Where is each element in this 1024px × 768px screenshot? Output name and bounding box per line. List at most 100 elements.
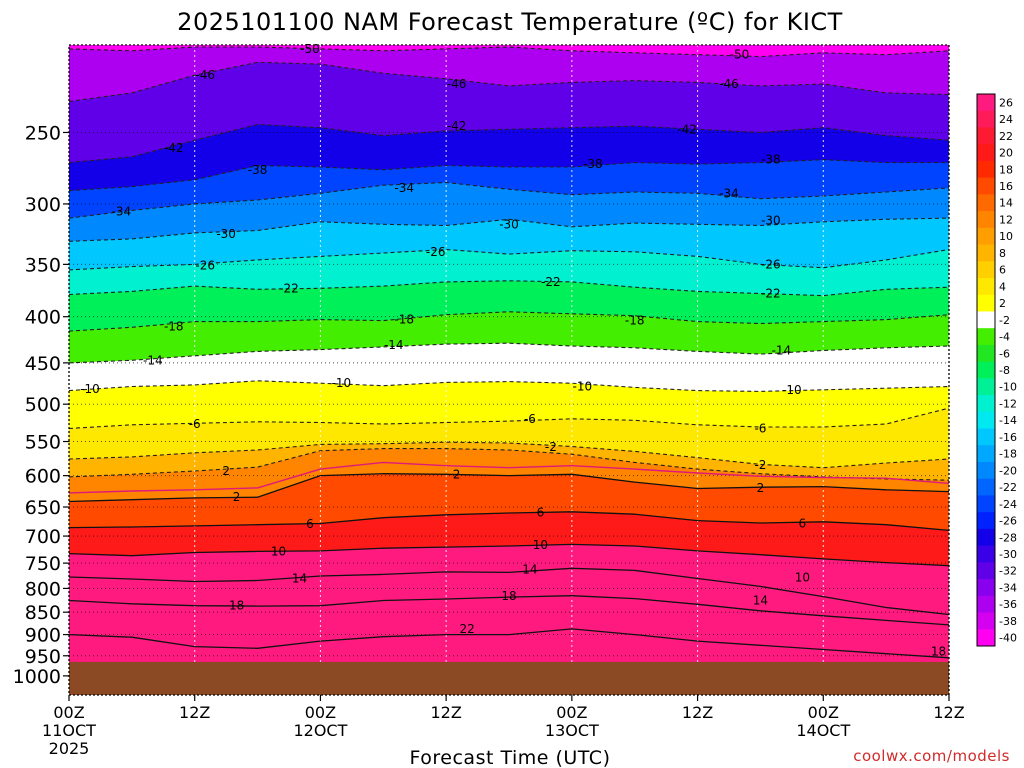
- colorbar-cell-m38: [977, 612, 995, 630]
- y-tick-label: 750: [25, 553, 61, 575]
- contour-label-text: -14: [143, 353, 163, 367]
- colorbar-cell-18: [977, 160, 995, 179]
- contour-label-text: -46: [447, 77, 467, 91]
- contour-label-text: -38: [761, 153, 781, 167]
- x-axis-label: Forecast Time (UTC): [410, 747, 611, 768]
- x-tick-label: 00Z: [53, 703, 84, 722]
- colorbar-cell-m8: [977, 361, 995, 379]
- contour-label-text: -14: [384, 338, 404, 352]
- contour-label-10: -38: [761, 153, 781, 167]
- x-tick-sublabel: 13OCT: [545, 721, 599, 740]
- colorbar-cell-m14: [977, 411, 995, 430]
- colorbar-label: 6: [999, 264, 1006, 277]
- colorbar-cell-20: [977, 144, 995, 162]
- contour-label-text: -34: [112, 205, 132, 219]
- contour-label-text: -38: [583, 157, 603, 171]
- contour-labels: -50 -50 -46 -46 -46 -42 -42 -42 -38 -38 -38 -34 -34 -…: [80, 42, 946, 659]
- contour-label-37: -2: [754, 458, 766, 472]
- contour-label-41: 2: [757, 481, 765, 495]
- contour-label-22: -22: [761, 286, 781, 300]
- colorbar-cell-m2: [977, 311, 995, 329]
- contour-solid-18: [69, 595, 949, 626]
- colorbar-label: -6: [999, 347, 1010, 360]
- colorbar-cell-m16: [977, 428, 995, 446]
- contour-label-text: -18: [394, 313, 414, 327]
- contour-label-7: -42: [677, 122, 697, 136]
- contour-label-19: -26: [761, 257, 781, 271]
- contour-dashed-m30: [69, 217, 949, 242]
- contour-label-text: -6: [754, 421, 766, 435]
- contour-label-14: -30: [216, 227, 236, 241]
- colorbar-label: -4: [999, 331, 1010, 344]
- x-tick-label: 12Z: [430, 703, 461, 722]
- colorbar-label: 8: [999, 247, 1006, 260]
- colorbar-label: -28: [999, 531, 1017, 544]
- colorbar-label: -14: [999, 414, 1017, 427]
- colorbar-label: -30: [999, 548, 1017, 561]
- colorbar-cell-m22: [977, 478, 995, 496]
- contour-label-12: -34: [394, 181, 414, 195]
- colorbar-label: -24: [999, 498, 1017, 511]
- x-tick-label: 12Z: [179, 703, 210, 722]
- y-tick-label: 350: [25, 254, 61, 276]
- contour-label-text: 18: [501, 589, 516, 603]
- contour-label-30: -10: [332, 376, 352, 390]
- contour-label-43: 6: [537, 505, 545, 519]
- contour-label-text: -34: [719, 186, 739, 200]
- colorbar-label: -22: [999, 481, 1017, 494]
- contour-label-23: -18: [164, 319, 184, 333]
- colorbar-cell-m20: [977, 462, 995, 480]
- contour-label-29: -10: [80, 382, 100, 396]
- contour-dashed-m38: [69, 159, 949, 192]
- contour-label-18: -26: [426, 245, 446, 259]
- y-tick-label: 800: [25, 578, 61, 600]
- x-tick-label: 00Z: [556, 703, 587, 722]
- colorbar-label: -36: [999, 598, 1017, 611]
- colorbar-cell-2: [977, 294, 995, 312]
- contour-label-40: 2: [453, 467, 461, 481]
- colorbar-label: -2: [999, 314, 1010, 327]
- colorbar-cell-12: [977, 211, 995, 229]
- colorbar-label: -18: [999, 448, 1017, 461]
- contour-label-text: -14: [772, 343, 792, 357]
- colorbar-label: 22: [999, 130, 1013, 143]
- contour-label-46: 10: [533, 538, 548, 552]
- contour-solid-6: [69, 511, 949, 532]
- contour-label-text: -6: [524, 412, 536, 426]
- colorbar-label: -34: [999, 581, 1017, 594]
- contour-label-26: -14: [143, 353, 163, 367]
- y-tick-label: 1000: [13, 666, 61, 688]
- contour-label-text: -46: [195, 68, 215, 82]
- colorbar-label: -40: [999, 632, 1017, 645]
- contour-label-51: 18: [229, 599, 244, 613]
- colorbar-label: 10: [999, 230, 1013, 243]
- colorbar-label: 14: [999, 197, 1013, 210]
- y-tick-label: 950: [25, 646, 61, 668]
- contour-dashed-m46: [69, 61, 949, 103]
- contour-label-text: -10: [80, 382, 100, 396]
- chart-title: 2025101100 NAM Forecast Temperature (ºC)…: [177, 8, 843, 36]
- x-tick-label: 00Z: [305, 703, 336, 722]
- x-tick-sublabel: 14OCT: [796, 721, 850, 740]
- x-tick-sublabel: 12OCT: [293, 721, 347, 740]
- contour-label-text: 14: [522, 562, 537, 576]
- plot-area: [69, 45, 949, 695]
- colorbar-label: -12: [999, 397, 1017, 410]
- contour-label-42: 6: [306, 517, 314, 531]
- contour-label-text: -2: [754, 458, 766, 472]
- contour-label-text: 2: [757, 481, 765, 495]
- contour-label-text: -10: [782, 383, 802, 397]
- contour-label-text: -18: [164, 319, 184, 333]
- colorbar-label: 18: [999, 163, 1013, 176]
- colorbar-cell-m12: [977, 395, 995, 413]
- contour-label-text: -22: [761, 286, 781, 300]
- contour-label-17: -26: [195, 258, 215, 272]
- colorbar-cell-8: [977, 244, 995, 262]
- contour-label-text: 2: [233, 490, 241, 504]
- colorbar-cell-m36: [977, 595, 995, 614]
- colorbar-cell-m26: [977, 512, 995, 530]
- contour-label-text: -30: [216, 227, 236, 241]
- y-tick-label: 600: [25, 466, 61, 488]
- y-tick-label: 850: [25, 602, 61, 624]
- contour-label-20: -22: [279, 281, 299, 295]
